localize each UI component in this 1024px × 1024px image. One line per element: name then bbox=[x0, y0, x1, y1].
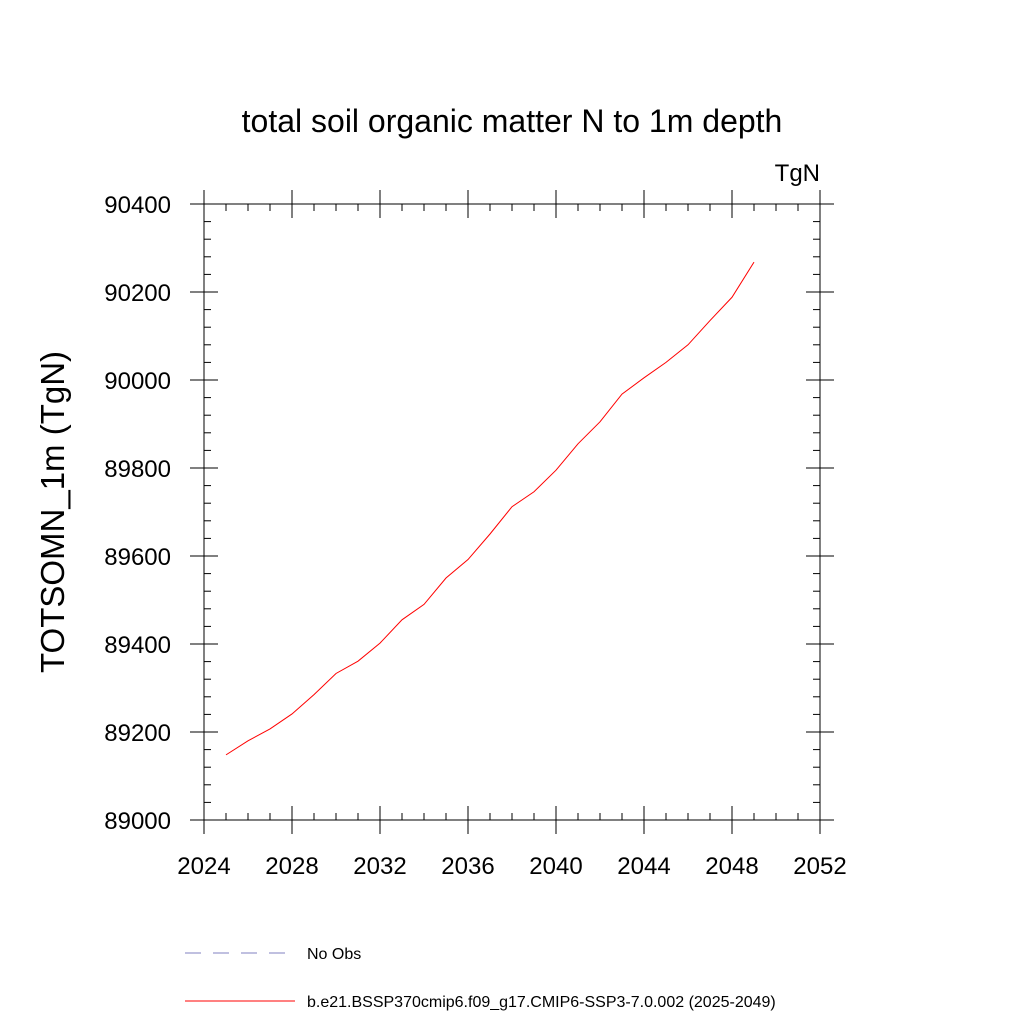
x-tick-label: 2040 bbox=[529, 853, 582, 880]
x-tick-label: 2048 bbox=[705, 853, 758, 880]
y-tick-label: 89000 bbox=[104, 808, 171, 835]
legend-label-ssp370: b.e21.BSSP370cmip6.f09_g17.CMIP6-SSP3-7.… bbox=[307, 994, 776, 1011]
x-tick-label: 2036 bbox=[441, 853, 494, 880]
legend: No Obs b.e21.BSSP370cmip6.f09_g17.CMIP6-… bbox=[185, 946, 776, 1011]
y-tick-label: 90400 bbox=[104, 192, 171, 219]
y-tick-label: 89400 bbox=[104, 632, 171, 659]
x-tick-label: 2052 bbox=[793, 853, 846, 880]
chart-title: total soil organic matter N to 1m depth bbox=[242, 103, 783, 139]
plot-frame bbox=[203, 203, 821, 821]
y-tick-label: 90000 bbox=[104, 368, 171, 395]
y-tick-label: 89200 bbox=[104, 720, 171, 747]
y-tick-label: 89600 bbox=[104, 544, 171, 571]
y-axis-label: TOTSOMN_1m (TgN) bbox=[34, 351, 71, 673]
x-tick-label: 2028 bbox=[265, 853, 318, 880]
series-line-0 bbox=[225, 261, 755, 756]
y-tick-label: 90200 bbox=[104, 280, 171, 307]
x-tick-label: 2032 bbox=[353, 853, 406, 880]
series-layer bbox=[225, 261, 755, 756]
x-tick-label: 2044 bbox=[617, 853, 670, 880]
y-tick-labels: 89000 89200 89400 89600 89800 90000 90200 90400 bbox=[104, 192, 171, 835]
x-tick-label: 2024 bbox=[177, 853, 230, 880]
x-tick-labels: 2024 2028 2032 2036 2040 2044 2048 2052 bbox=[177, 853, 846, 880]
units-label: TgN bbox=[775, 160, 820, 187]
y-tick-label: 89800 bbox=[104, 456, 171, 483]
legend-label-no-obs: No Obs bbox=[307, 946, 361, 963]
axis-ticks bbox=[190, 190, 834, 834]
